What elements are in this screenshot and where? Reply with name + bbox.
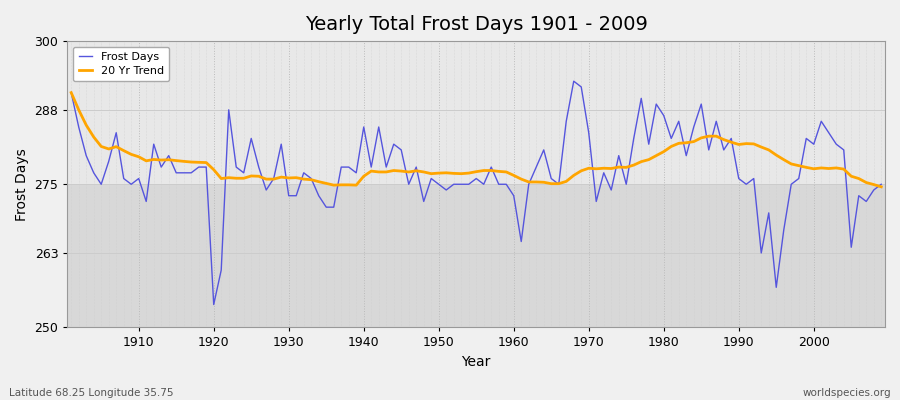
- 20 Yr Trend: [876, 184, 886, 189]
- Frost Days: [568, 79, 579, 84]
- Frost Days: [876, 182, 886, 187]
- Line: 20 Yr Trend: 20 Yr Trend: [71, 93, 881, 187]
- 20 Yr Trend: [508, 173, 519, 178]
- Frost Days: [208, 302, 219, 307]
- 20 Yr Trend: [126, 152, 137, 157]
- 20 Yr Trend: [598, 166, 609, 171]
- Text: worldspecies.org: worldspecies.org: [803, 388, 891, 398]
- 20 Yr Trend: [336, 182, 346, 187]
- Frost Days: [126, 182, 137, 187]
- X-axis label: Year: Year: [462, 355, 490, 369]
- 20 Yr Trend: [291, 175, 302, 180]
- Frost Days: [613, 153, 624, 158]
- 20 Yr Trend: [500, 170, 511, 174]
- Frost Days: [516, 239, 526, 244]
- Y-axis label: Frost Days: Frost Days: [15, 148, 29, 221]
- Frost Days: [343, 165, 354, 170]
- Frost Days: [508, 193, 519, 198]
- Legend: Frost Days, 20 Yr Trend: Frost Days, 20 Yr Trend: [73, 47, 169, 81]
- Frost Days: [66, 90, 77, 95]
- Text: Latitude 68.25 Longitude 35.75: Latitude 68.25 Longitude 35.75: [9, 388, 174, 398]
- Title: Yearly Total Frost Days 1901 - 2009: Yearly Total Frost Days 1901 - 2009: [305, 15, 648, 34]
- 20 Yr Trend: [66, 90, 77, 95]
- Line: Frost Days: Frost Days: [71, 81, 881, 304]
- Bar: [68, 184, 885, 328]
- Frost Days: [298, 170, 309, 175]
